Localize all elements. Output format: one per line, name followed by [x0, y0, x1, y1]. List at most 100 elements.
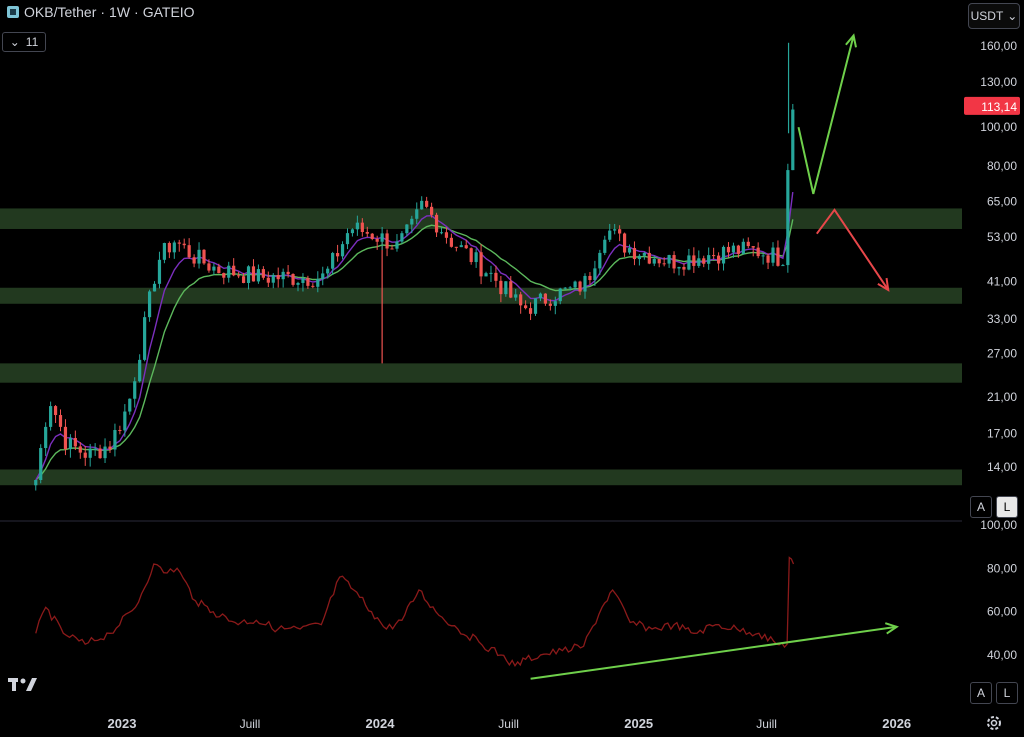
chevron-down-icon: ⌄: [1007, 9, 1018, 23]
ema-fast-line: [35, 192, 794, 481]
candle-body: [553, 301, 557, 306]
candle-body: [296, 282, 300, 285]
currency-selector[interactable]: USDT ⌄: [968, 3, 1020, 29]
main-auto-scale-button[interactable]: A: [970, 496, 992, 518]
candle-body: [608, 230, 612, 240]
candle-body: [63, 426, 68, 450]
price-tick-label: 27,00: [987, 346, 1017, 360]
candle-body: [53, 406, 58, 416]
candle-body: [345, 233, 350, 245]
candle-body: [241, 276, 246, 283]
candle-body: [548, 303, 552, 306]
time-tick-label: Juill: [240, 717, 261, 731]
candle-body: [385, 233, 389, 249]
exchange-label: GATEIO: [142, 4, 195, 20]
candle-body: [430, 206, 434, 215]
candles: [34, 103, 795, 491]
last-price-tag-bg: [964, 96, 1020, 115]
candle-body: [716, 255, 721, 264]
ema-fast-path: [35, 192, 794, 481]
candle-body: [766, 255, 770, 263]
candle-body: [202, 249, 206, 264]
candle-body: [49, 406, 53, 427]
candle-body: [207, 263, 211, 271]
candle-body: [469, 248, 473, 263]
header-separator: ·: [134, 4, 139, 20]
candle-body: [395, 241, 399, 249]
candle-body: [276, 275, 280, 280]
candle-body: [355, 222, 359, 230]
candle-body: [39, 448, 43, 481]
candle-body: [261, 269, 265, 278]
candle-body: [182, 243, 186, 246]
time-axis: 2023 Juill 2024 Juill 2025 Juill 2026: [108, 716, 912, 731]
green-arrow: [797, 35, 855, 195]
symbol-name[interactable]: OKB/Tether: [24, 4, 97, 20]
candle-body: [118, 430, 122, 432]
indicator-count: 11: [25, 35, 39, 49]
tradingview-logo-shape: [8, 678, 37, 691]
settings-gear-icon[interactable]: [985, 714, 1003, 737]
interval-label[interactable]: 1W: [109, 4, 131, 20]
candle-body: [563, 287, 567, 289]
candle-body: [232, 265, 236, 276]
candle-body: [123, 411, 127, 431]
candle-body: [444, 232, 449, 238]
candle-body: [786, 170, 790, 266]
candle-body: [266, 277, 270, 283]
candle-body: [44, 426, 48, 449]
candle-body: [627, 248, 632, 253]
candle-body: [662, 263, 666, 265]
chart-header: OKB/Tether · 1W · GATEIO: [6, 4, 195, 20]
main-log-scale-button[interactable]: L: [996, 496, 1018, 518]
candle-body: [271, 275, 275, 283]
candle-body: [746, 241, 750, 247]
candle-body: [741, 241, 745, 254]
okb-logo-icon: [7, 6, 19, 18]
candle-body: [697, 258, 701, 266]
candle-body: [598, 252, 602, 269]
candle-body: [370, 233, 374, 239]
rsi-auto-scale-button[interactable]: A: [970, 682, 992, 704]
candle-body: [761, 255, 765, 257]
rsi-log-scale-button[interactable]: L: [996, 682, 1018, 704]
time-tick-label: Juill: [756, 717, 777, 731]
time-tick-label: 2026: [882, 716, 911, 731]
candle-body: [212, 266, 216, 271]
candle-body: [316, 278, 320, 287]
candle-body: [172, 242, 176, 253]
rsi-path: [35, 556, 795, 668]
candle-body: [306, 278, 310, 286]
tradingview-logo-icon[interactable]: [8, 676, 40, 699]
candle-body: [726, 246, 731, 253]
candle-body: [98, 448, 102, 459]
candle-body: [637, 255, 642, 260]
support-resistance-zones: [0, 208, 962, 486]
candle-body: [474, 252, 478, 263]
candle-body: [756, 247, 760, 257]
candle-body: [360, 222, 364, 233]
candle-body: [603, 239, 607, 253]
candle-body: [410, 218, 414, 225]
time-tick-label: 2024: [366, 716, 396, 731]
candle-body: [237, 275, 241, 277]
candle-body: [622, 233, 627, 253]
price-zone: [0, 287, 962, 304]
candle-body: [504, 281, 508, 295]
candle-body: [88, 448, 92, 458]
rsi-tick-label: 100,00: [980, 518, 1017, 532]
candle-body: [286, 271, 290, 275]
candle-body: [618, 229, 622, 234]
candle-body: [425, 200, 429, 207]
candle-body: [128, 398, 132, 412]
candle-body: [420, 200, 424, 210]
candle-body: [138, 359, 142, 382]
price-tick-label: 80,00: [987, 159, 1017, 173]
price-tick-label: 130,00: [980, 75, 1017, 89]
candle-body: [677, 266, 681, 269]
candle-body: [687, 255, 691, 270]
candle-body: [459, 245, 463, 248]
indicators-toggle[interactable]: ⌄ 11: [2, 32, 46, 52]
candle-body: [78, 446, 82, 453]
